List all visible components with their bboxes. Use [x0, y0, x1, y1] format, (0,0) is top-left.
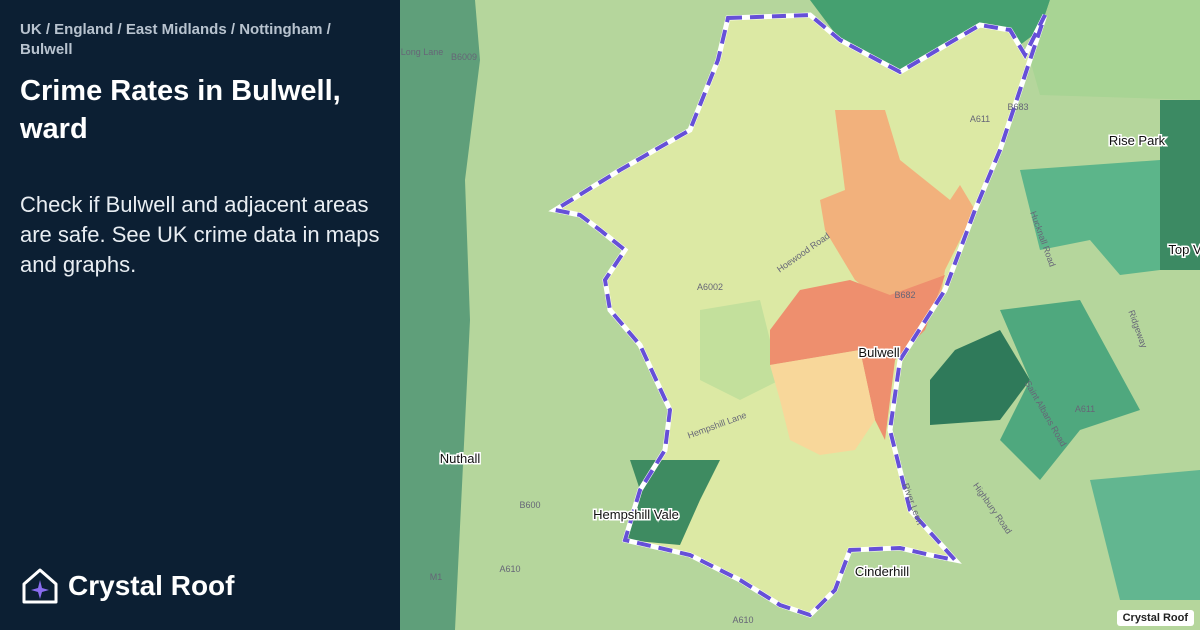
road-label: B683: [1007, 102, 1028, 112]
road-label: A610: [499, 564, 520, 574]
road-label: A6002: [697, 282, 723, 292]
map: Bulwell Rise Park Nuthall Hempshill Vale…: [400, 0, 1200, 630]
map-attribution[interactable]: Crystal Roof: [1116, 610, 1194, 626]
place-label: Cinderhill: [855, 564, 909, 579]
place-label: Bulwell: [858, 345, 899, 360]
road-label: A611: [970, 114, 990, 124]
place-label: Hempshill Vale: [593, 507, 679, 522]
title: Crime Rates in Bulwell, ward: [20, 75, 341, 145]
brand-logo[interactable]: Crystal Roof: [20, 566, 234, 606]
road-label: A611: [1075, 404, 1095, 414]
place-label: Top V: [1168, 242, 1200, 257]
description: Check if Bulwell and adjacent areas are …: [20, 192, 380, 277]
road-label: M1: [430, 572, 443, 582]
road-label: B6009: [451, 52, 477, 62]
side-panel: UK / England / East Midlands / Nottingha…: [0, 0, 400, 630]
road-label: B682: [894, 290, 915, 300]
road-label: Long Lane: [401, 47, 444, 57]
place-label: Rise Park: [1109, 133, 1166, 148]
breadcrumb[interactable]: UK / England / East Midlands / Nottingha…: [20, 21, 331, 58]
road-label: B600: [519, 500, 540, 510]
place-label: Nuthall: [440, 451, 481, 466]
road-label: A610: [732, 615, 753, 625]
brand-name: Crystal Roof: [68, 570, 235, 601]
logo-icon: [22, 568, 58, 604]
